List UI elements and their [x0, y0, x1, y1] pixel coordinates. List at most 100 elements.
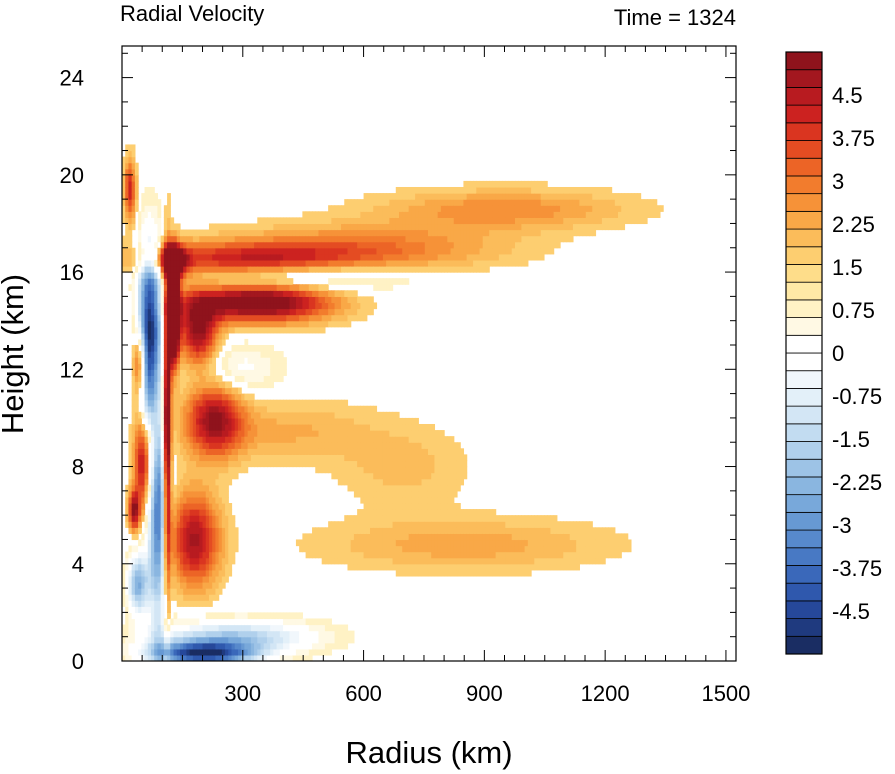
field-cell [360, 217, 365, 225]
field-cell [386, 430, 390, 437]
field-cell [392, 521, 397, 528]
field-cell [141, 600, 146, 607]
field-cell [144, 241, 149, 249]
field-cell [276, 405, 281, 413]
field-cell [167, 320, 171, 328]
field-cell [225, 302, 229, 310]
field-cell [405, 509, 410, 516]
field-cell [131, 417, 136, 425]
field-cell [318, 533, 323, 541]
field-cell [260, 369, 265, 376]
field-cell [289, 636, 294, 644]
field-cell [134, 563, 139, 571]
field-cell [283, 235, 287, 243]
field-cell [434, 253, 439, 261]
field-cell [131, 503, 136, 510]
field-cell [347, 265, 352, 273]
field-cell [289, 460, 294, 468]
field-cell [321, 320, 326, 328]
field-cell [279, 399, 284, 407]
field-cell [208, 563, 213, 571]
field-cell [392, 253, 397, 261]
field-cell [324, 417, 329, 425]
field-cell [202, 351, 207, 358]
field-cell [150, 551, 155, 559]
field-cell [138, 588, 142, 595]
field-cell [141, 272, 146, 279]
field-cell [237, 642, 242, 650]
field-cell [221, 490, 226, 498]
field-cell [199, 648, 204, 656]
field-cell [131, 454, 136, 462]
field-cell [189, 575, 194, 583]
field-cell [357, 490, 361, 498]
field-cell [131, 442, 136, 449]
field-cell [289, 253, 294, 261]
field-cell [328, 423, 332, 431]
field-cell [163, 563, 168, 571]
field-cell [270, 612, 274, 620]
field-cell [357, 436, 361, 443]
field-cell [247, 247, 252, 255]
field-cell [150, 539, 155, 547]
field-cell [283, 259, 287, 267]
field-cell [237, 284, 242, 291]
field-cell [347, 229, 352, 237]
field-cell [179, 636, 184, 644]
field-cell [122, 156, 126, 164]
field-cell [360, 490, 365, 498]
field-cell [379, 551, 384, 559]
field-cell [131, 302, 136, 310]
field-cell [276, 265, 281, 273]
field-cell [305, 290, 310, 297]
field-cell [237, 369, 242, 376]
field-cell [247, 648, 252, 656]
field-cell [205, 484, 210, 492]
field-cell [196, 503, 200, 510]
field-cell [276, 430, 281, 437]
field-cell [138, 302, 142, 310]
field-cell [225, 296, 229, 304]
field-cell [328, 229, 332, 237]
field-cell [366, 521, 371, 528]
field-cell [150, 515, 155, 522]
field-cell [131, 563, 136, 571]
field-cell [167, 211, 171, 218]
field-cell [373, 533, 378, 541]
field-cell [125, 654, 130, 661]
field-cell [344, 630, 349, 638]
field-cell [202, 454, 207, 462]
field-cell [334, 545, 339, 553]
field-cell [360, 466, 365, 474]
field-cell [402, 423, 407, 431]
field-cell [131, 393, 136, 401]
field-cell [189, 600, 194, 607]
field-cell [134, 636, 139, 644]
field-cell [150, 624, 155, 632]
field-cell [176, 344, 181, 352]
field-cell [270, 363, 274, 370]
field-cell [266, 344, 271, 352]
field-cell [189, 381, 194, 389]
field-cell [302, 265, 307, 273]
field-cell [202, 442, 207, 449]
field-cell [270, 423, 274, 431]
field-cell [173, 351, 178, 358]
field-cell [160, 344, 165, 352]
field-cell [173, 636, 178, 644]
field-cell [411, 563, 416, 571]
field-cell [289, 247, 294, 255]
field-cell [154, 472, 159, 480]
field-cell [411, 253, 416, 261]
field-cell [434, 478, 439, 486]
field-cell [125, 174, 130, 182]
field-cell [350, 533, 355, 541]
field-cell [254, 630, 258, 638]
field-cell [186, 375, 191, 383]
field-cell [424, 557, 429, 565]
field-cell [421, 472, 426, 480]
field-cell [202, 460, 207, 468]
field-cell [347, 630, 352, 638]
field-cell [154, 417, 159, 425]
field-cell [389, 478, 394, 486]
